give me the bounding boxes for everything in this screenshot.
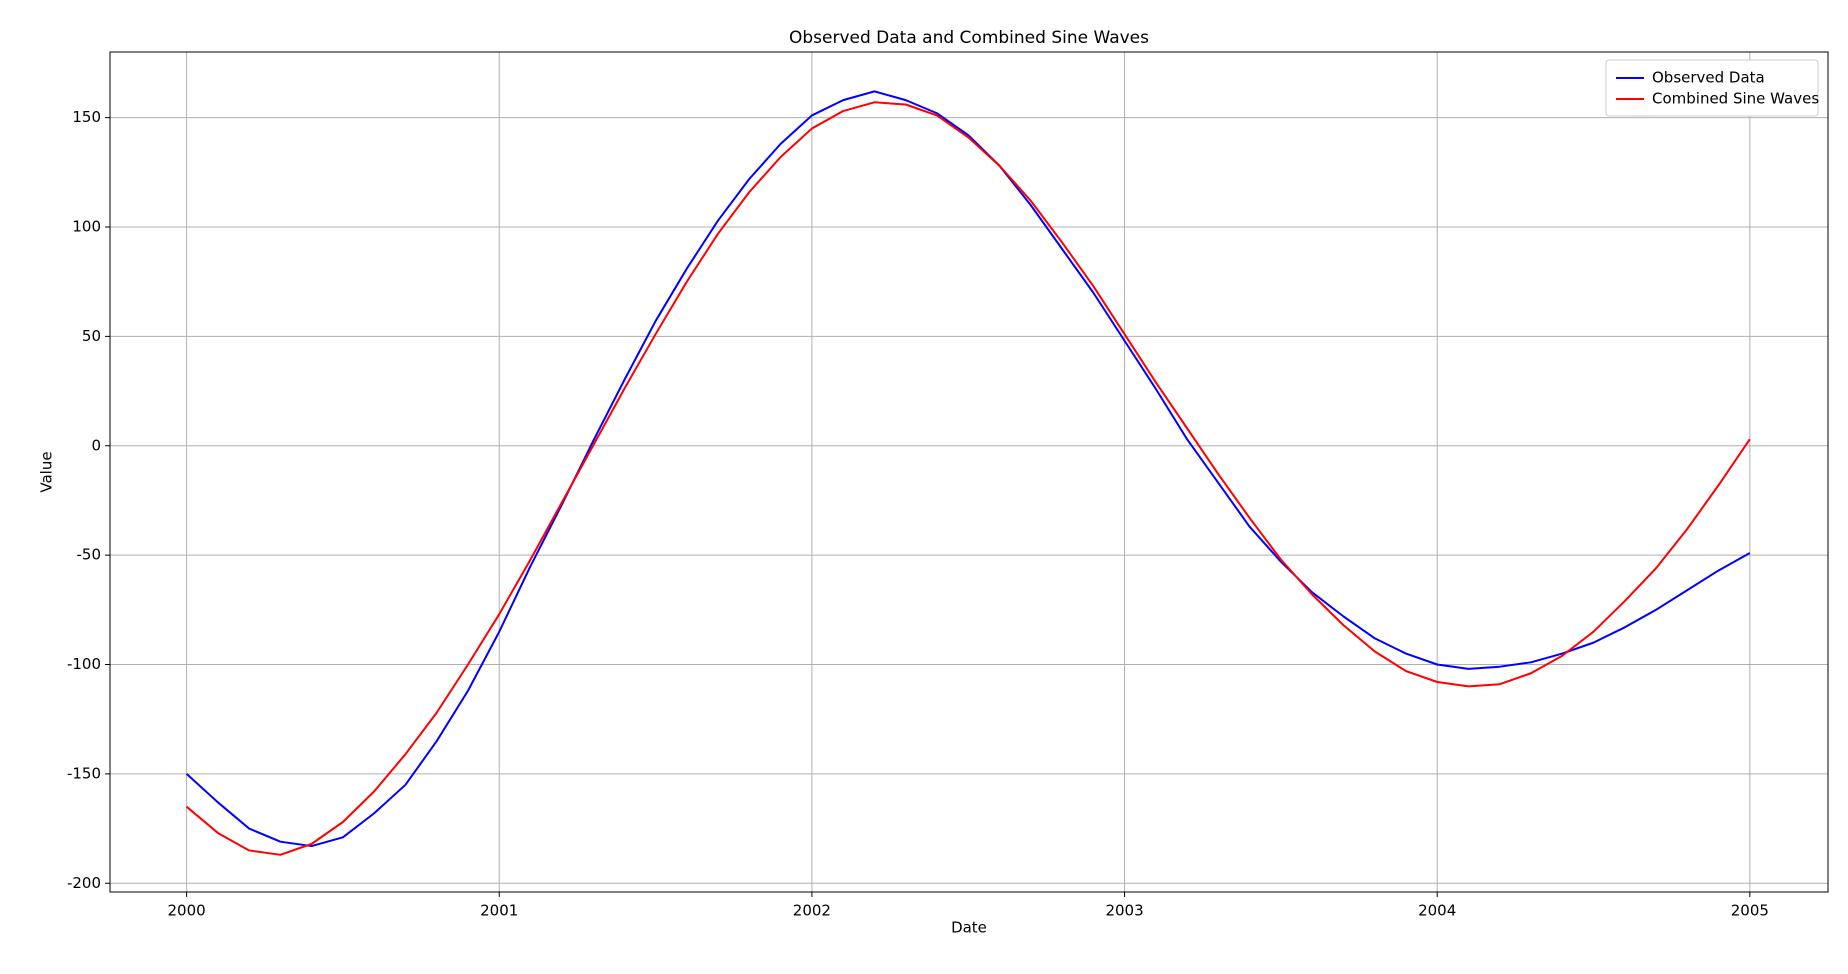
y-tick-label: -150 [67,764,101,782]
legend-label: Observed Data [1652,69,1765,87]
x-tick-label: 2002 [793,902,831,920]
chart-title: Observed Data and Combined Sine Waves [789,28,1149,48]
x-axis-label: Date [951,919,987,937]
y-tick-label: 50 [82,327,101,345]
data-line [185,90,1751,848]
x-tick-label: 2000 [168,902,206,920]
data-line [185,101,1751,856]
legend-box [1605,59,1819,117]
y-tick-label: -50 [77,546,102,564]
y-tick-label: 150 [72,108,101,126]
y-tick-label: 100 [72,218,101,236]
plot-frame [109,51,1829,893]
y-axis-label: Value [38,451,56,492]
y-tick-label: -100 [67,655,101,673]
x-tick-label: 2005 [1731,902,1769,920]
x-tick-label: 2001 [480,902,518,920]
legend-label: Combined Sine Waves [1652,90,1819,108]
x-tick-label: 2004 [1418,902,1456,920]
y-tick-label: -200 [67,874,101,892]
x-tick-label: 2003 [1105,902,1143,920]
y-tick-label: 0 [91,436,101,454]
